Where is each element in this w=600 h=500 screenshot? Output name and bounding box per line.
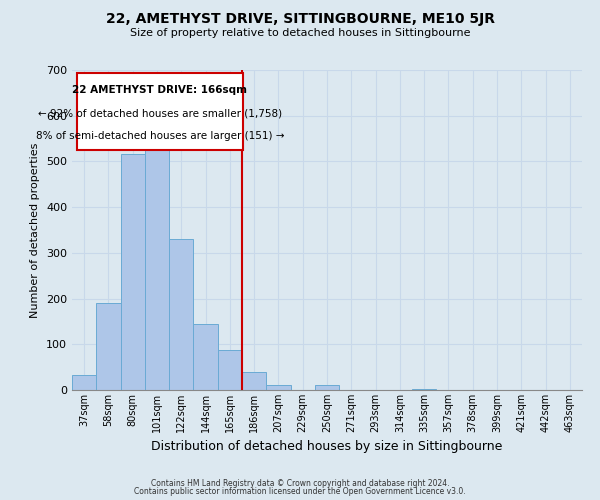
Bar bbox=[72, 375, 96, 390]
Text: Contains HM Land Registry data © Crown copyright and database right 2024.: Contains HM Land Registry data © Crown c… bbox=[151, 478, 449, 488]
Bar bbox=[412, 388, 436, 390]
Bar bbox=[169, 239, 193, 390]
Text: 22 AMETHYST DRIVE: 166sqm: 22 AMETHYST DRIVE: 166sqm bbox=[73, 85, 247, 95]
Bar bbox=[218, 350, 242, 390]
Bar bbox=[242, 372, 266, 390]
Bar bbox=[121, 154, 145, 390]
X-axis label: Distribution of detached houses by size in Sittingbourne: Distribution of detached houses by size … bbox=[151, 440, 503, 454]
Text: ← 92% of detached houses are smaller (1,758): ← 92% of detached houses are smaller (1,… bbox=[38, 108, 282, 118]
Text: Contains public sector information licensed under the Open Government Licence v3: Contains public sector information licen… bbox=[134, 487, 466, 496]
Bar bbox=[315, 385, 339, 390]
Bar bbox=[96, 303, 121, 390]
Bar bbox=[145, 134, 169, 390]
Text: 22, AMETHYST DRIVE, SITTINGBOURNE, ME10 5JR: 22, AMETHYST DRIVE, SITTINGBOURNE, ME10 … bbox=[106, 12, 494, 26]
Text: 8% of semi-detached houses are larger (151) →: 8% of semi-detached houses are larger (1… bbox=[36, 131, 284, 141]
Bar bbox=[193, 324, 218, 390]
Y-axis label: Number of detached properties: Number of detached properties bbox=[31, 142, 40, 318]
Text: Size of property relative to detached houses in Sittingbourne: Size of property relative to detached ho… bbox=[130, 28, 470, 38]
FancyBboxPatch shape bbox=[77, 73, 243, 150]
Bar bbox=[266, 385, 290, 390]
